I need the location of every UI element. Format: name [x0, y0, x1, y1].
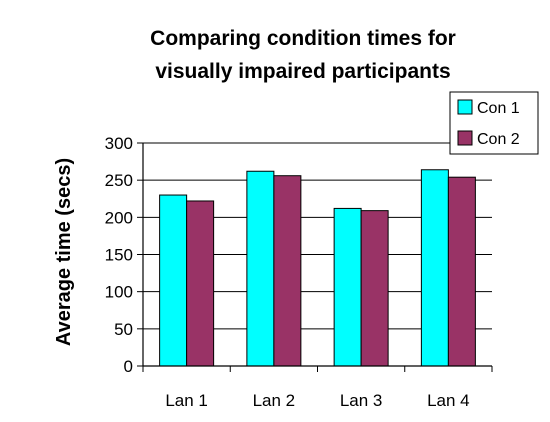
chart-title-line-1: Comparing condition times for	[150, 27, 456, 50]
y-tick-label-200: 200	[105, 208, 133, 227]
chart-title-line-2: visually impaired participants	[155, 60, 450, 83]
legend: Con 1 Con 2	[449, 91, 539, 155]
bar-con-2-lan-3	[360, 210, 389, 367]
tick-labels: 0 50 100 150 200 250 300 Lan 1 Lan 2 Lan 3 Lan 4	[105, 134, 470, 410]
y-axis-label: Average time (secs)	[53, 158, 75, 346]
x-tick-label-lan-1: Lan 1	[165, 391, 208, 410]
legend-label-con-2: Con 2	[477, 131, 520, 148]
x-tick-label-lan-3: Lan 3	[340, 391, 383, 410]
y-tick-label-150: 150	[105, 246, 133, 265]
bar-con-1-lan-3	[333, 207, 362, 367]
legend-swatch-con-2	[457, 130, 473, 146]
bar-con-2-lan-2	[273, 175, 302, 367]
bar-con-1-lan-4	[420, 169, 449, 367]
x-tick-label-lan-4: Lan 4	[427, 391, 470, 410]
bar-con-1-lan-2	[246, 170, 275, 367]
bar-con-2-lan-1	[186, 200, 215, 367]
bar-con-1-lan-1	[159, 194, 188, 367]
legend-swatch-con-1	[457, 99, 473, 115]
bars	[159, 169, 476, 367]
y-tick-label-0: 0	[124, 357, 133, 376]
y-tick-label-50: 50	[114, 320, 133, 339]
bar-con-2-lan-4	[447, 176, 476, 367]
x-tick-label-lan-2: Lan 2	[253, 391, 296, 410]
axes	[137, 142, 493, 372]
legend-label-con-1: Con 1	[477, 100, 520, 117]
y-tick-label-250: 250	[105, 171, 133, 190]
y-tick-label-100: 100	[105, 283, 133, 302]
y-tick-label-300: 300	[105, 134, 133, 153]
